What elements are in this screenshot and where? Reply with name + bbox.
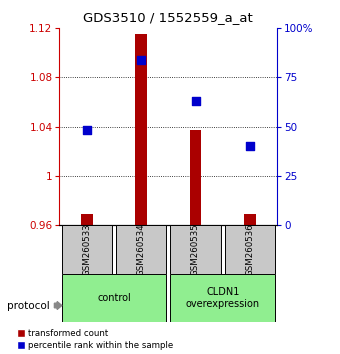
Point [193,98,198,104]
Bar [244,214,256,225]
Point [247,143,253,149]
Text: GSM260533: GSM260533 [82,223,91,276]
Text: GSM260535: GSM260535 [191,223,200,276]
Text: control: control [97,293,131,303]
Text: CLDN1
overexpression: CLDN1 overexpression [186,287,260,309]
Text: GSM260536: GSM260536 [245,223,254,276]
Bar [135,34,147,225]
Bar [170,274,275,322]
Legend: transformed count, percentile rank within the sample: transformed count, percentile rank withi… [18,329,173,350]
Bar [62,225,112,274]
Title: GDS3510 / 1552559_a_at: GDS3510 / 1552559_a_at [83,11,253,24]
Point [138,57,144,63]
Bar [189,130,202,225]
Bar [62,274,166,322]
Bar [170,225,221,274]
Bar [116,225,166,274]
Point [84,128,89,133]
Text: GSM260534: GSM260534 [137,223,146,276]
FancyArrow shape [54,302,62,309]
Bar [225,225,275,274]
Bar [81,214,93,225]
Text: protocol: protocol [7,301,50,310]
